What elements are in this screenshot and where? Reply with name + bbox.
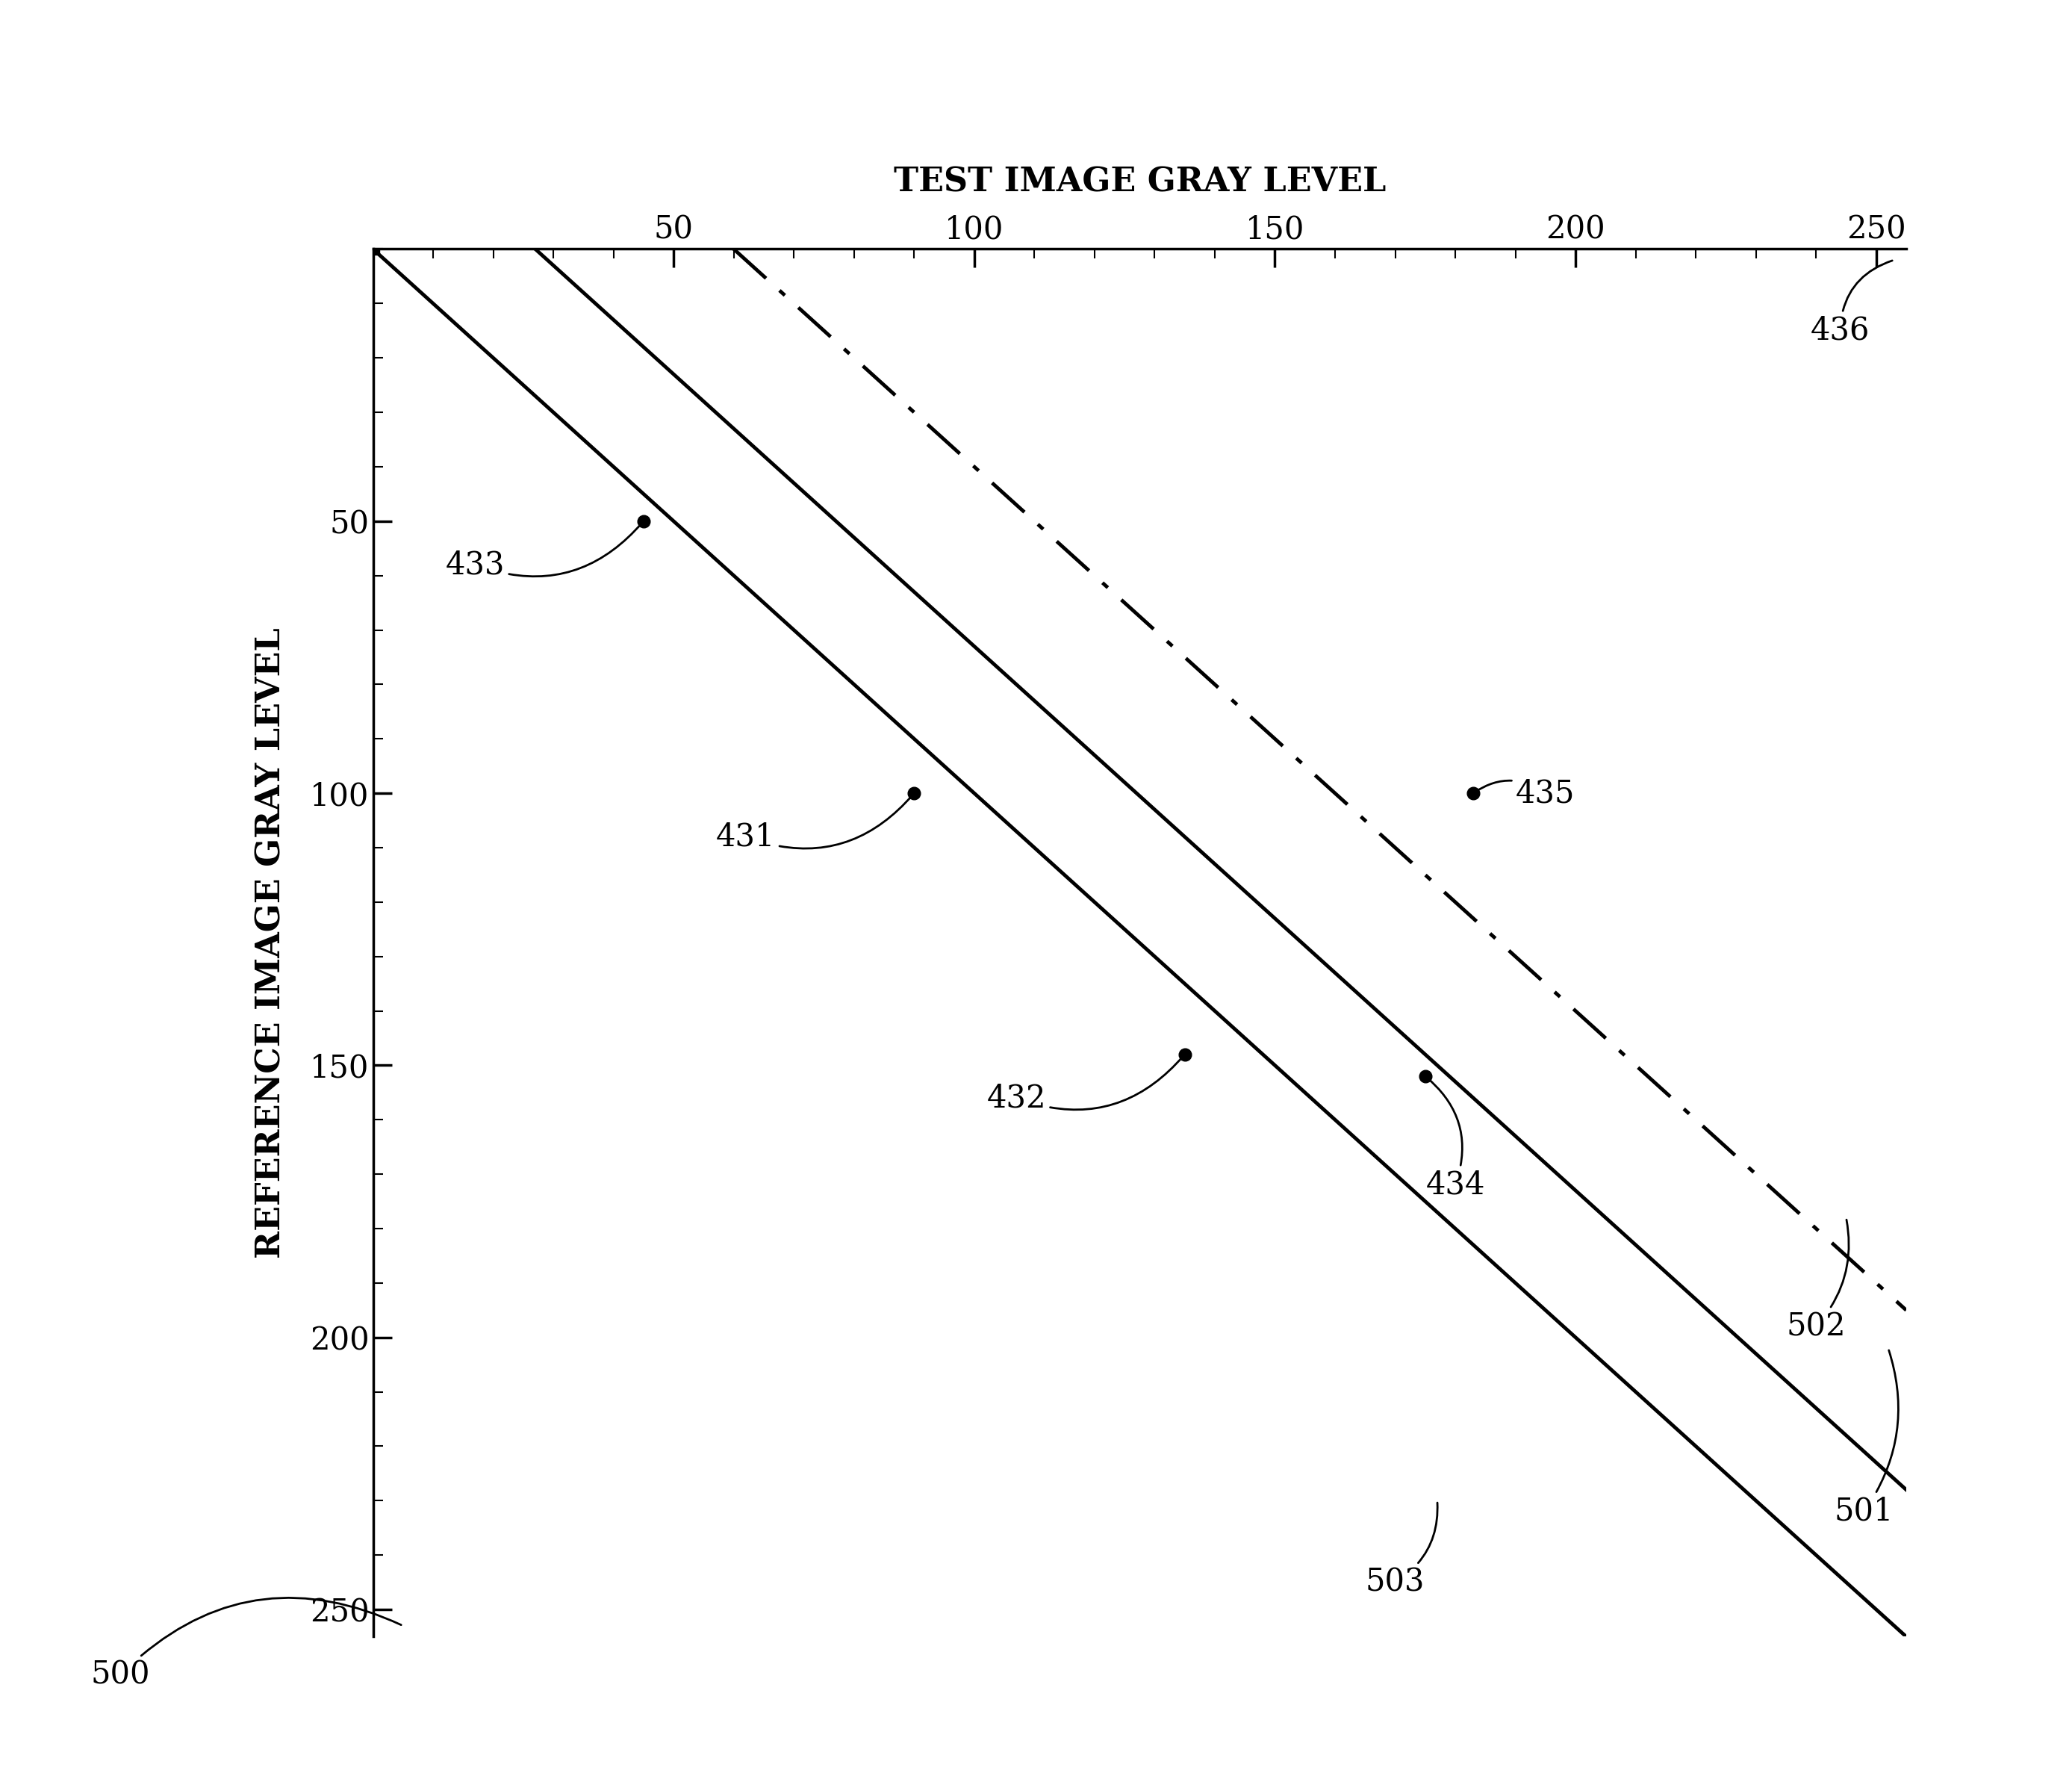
Text: 503: 503 (1365, 1503, 1438, 1598)
Text: 502: 502 (1786, 1220, 1848, 1341)
Text: 435: 435 (1475, 777, 1575, 809)
Y-axis label: REFERENCE IMAGE GRAY LEVEL: REFERENCE IMAGE GRAY LEVEL (255, 628, 288, 1258)
Text: 501: 501 (1834, 1350, 1898, 1526)
Text: 434: 434 (1426, 1078, 1486, 1201)
Text: 500: 500 (91, 1598, 402, 1690)
Text: 431: 431 (717, 795, 914, 852)
Text: 436: 436 (1811, 260, 1892, 347)
X-axis label: TEST IMAGE GRAY LEVEL: TEST IMAGE GRAY LEVEL (893, 165, 1386, 197)
Text: 433: 433 (445, 523, 642, 580)
Text: 432: 432 (986, 1057, 1183, 1114)
